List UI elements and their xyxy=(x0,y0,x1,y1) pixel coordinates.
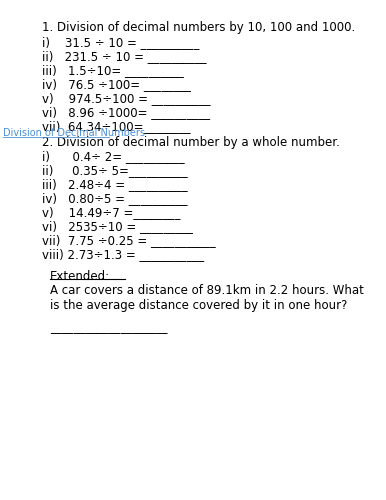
Text: vii)  7.75 ÷0.25 = ___________: vii) 7.75 ÷0.25 = ___________ xyxy=(42,234,216,247)
Text: i)    31.5 ÷ 10 = __________: i) 31.5 ÷ 10 = __________ xyxy=(42,36,200,49)
Text: ii)   231.5 ÷ 10 = __________: ii) 231.5 ÷ 10 = __________ xyxy=(42,50,207,63)
Text: iv)   76.5 ÷100= ________: iv) 76.5 ÷100= ________ xyxy=(42,78,191,91)
Text: v)    974.5÷100 = __________: v) 974.5÷100 = __________ xyxy=(42,92,211,105)
Text: iii)   2.48÷4 = __________: iii) 2.48÷4 = __________ xyxy=(42,178,188,191)
Text: ____________________: ____________________ xyxy=(50,321,168,334)
Text: viii) 2.73÷1.3 = ___________: viii) 2.73÷1.3 = ___________ xyxy=(42,248,204,261)
Text: Extended:: Extended: xyxy=(50,270,110,282)
Text: A car covers a distance of 89.1km in 2.2 hours. What: A car covers a distance of 89.1km in 2.2… xyxy=(50,284,364,298)
Text: 2. Division of decimal number by a whole number.: 2. Division of decimal number by a whole… xyxy=(42,136,340,149)
Text: 1. Division of decimal numbers by 10, 100 and 1000.: 1. Division of decimal numbers by 10, 10… xyxy=(42,21,356,34)
Text: i)      0.4÷ 2= __________: i) 0.4÷ 2= __________ xyxy=(42,150,185,163)
Text: is the average distance covered by it in one hour?: is the average distance covered by it in… xyxy=(50,298,348,312)
Text: iii)   1.5÷10= __________: iii) 1.5÷10= __________ xyxy=(42,64,184,77)
Text: vi)   2535÷10 = _________: vi) 2535÷10 = _________ xyxy=(42,220,193,233)
Text: Division of Decimal Numbers: Division of Decimal Numbers xyxy=(3,128,145,138)
Text: vii)  64.34÷100=________: vii) 64.34÷100=________ xyxy=(42,120,191,133)
Text: vi)   8.96 ÷1000= __________: vi) 8.96 ÷1000= __________ xyxy=(42,106,210,119)
Text: v)    14.49÷7 =________: v) 14.49÷7 =________ xyxy=(42,206,181,219)
Text: ii)     0.35÷ 5=__________: ii) 0.35÷ 5=__________ xyxy=(42,164,188,177)
Text: iv)   0.80÷5 = __________: iv) 0.80÷5 = __________ xyxy=(42,192,188,205)
